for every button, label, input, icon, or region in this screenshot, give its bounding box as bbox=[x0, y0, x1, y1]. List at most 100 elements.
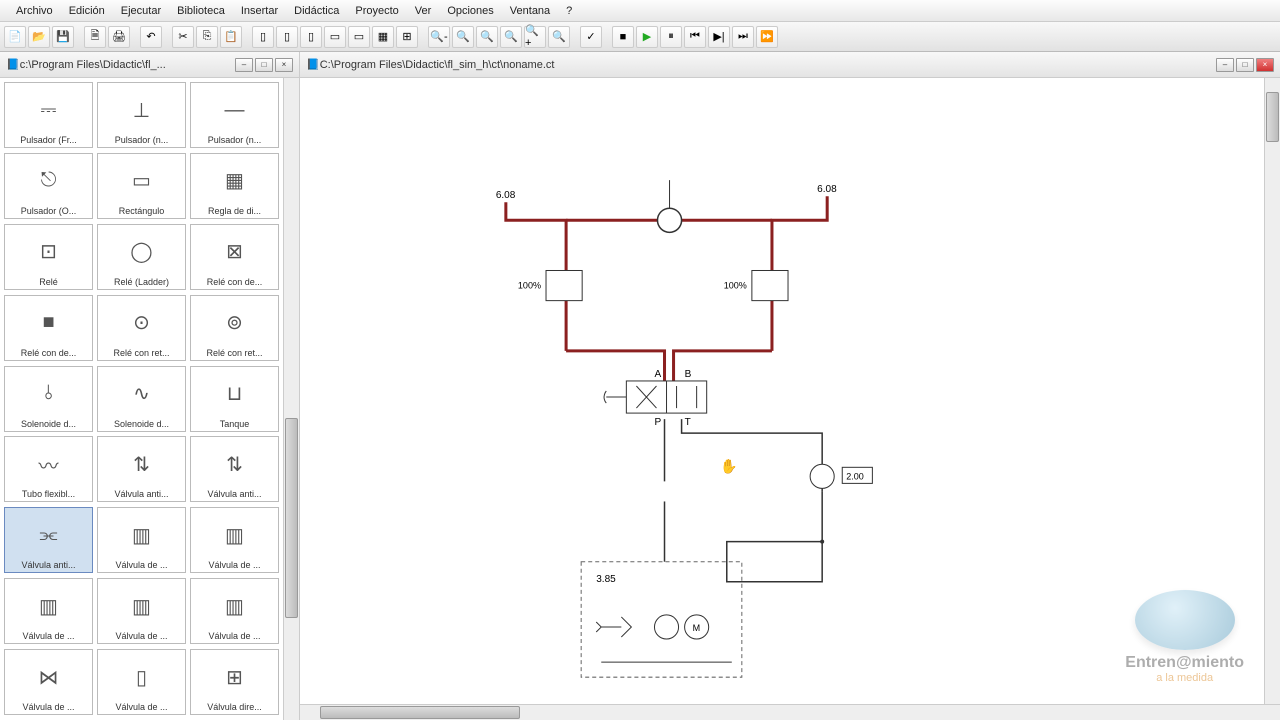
svg-text:P: P bbox=[654, 417, 661, 428]
canvas-title-bar: 📘 C:\Program Files\Didactic\fl_sim_h\ct\… bbox=[300, 52, 1280, 78]
hand-cursor-icon: ✋ bbox=[720, 458, 737, 475]
menu-item[interactable]: ? bbox=[558, 5, 580, 17]
library-item[interactable]: ⊠Relé con de... bbox=[190, 224, 279, 290]
menu-item[interactable]: Edición bbox=[61, 5, 113, 17]
close-icon[interactable]: × bbox=[275, 58, 293, 72]
library-grid: ⎓Pulsador (Fr...⊥Pulsador (n...—Pulsador… bbox=[0, 78, 283, 720]
watermark-logo: Entren@miento a la medida bbox=[1125, 590, 1244, 684]
menu-item[interactable]: Ventana bbox=[502, 5, 558, 17]
min-icon[interactable]: – bbox=[235, 58, 253, 72]
skip-back-icon[interactable]: ⏮ bbox=[684, 26, 706, 48]
library-item[interactable]: ⊞Válvula dire... bbox=[190, 649, 279, 715]
value-flow-left: 100% bbox=[518, 281, 541, 291]
zoom-sel-icon[interactable]: 🔍 bbox=[476, 26, 498, 48]
zoom-out-icon[interactable]: 🔍- bbox=[428, 26, 450, 48]
svg-text:M: M bbox=[693, 623, 701, 633]
library-item[interactable]: ⇅Válvula anti... bbox=[97, 436, 186, 502]
check-icon[interactable]: ✓ bbox=[580, 26, 602, 48]
svg-text:A: A bbox=[654, 369, 661, 380]
zoom-in-icon[interactable]: 🔍+ bbox=[524, 26, 546, 48]
library-item[interactable]: ⇅Válvula anti... bbox=[190, 436, 279, 502]
menu-item[interactable]: Opciones bbox=[439, 5, 501, 17]
align-right-icon[interactable]: ▯ bbox=[300, 26, 322, 48]
library-item[interactable]: ⊚Relé con ret... bbox=[190, 295, 279, 361]
close-icon[interactable]: × bbox=[1256, 58, 1274, 72]
menu-bar: ArchivoEdiciónEjecutarBibliotecaInsertar… bbox=[0, 0, 1280, 22]
cut-icon[interactable]: ✂ bbox=[172, 26, 194, 48]
value-gauge: 2.00 bbox=[846, 471, 864, 481]
menu-item[interactable]: Ejecutar bbox=[113, 5, 169, 17]
menu-item[interactable]: Archivo bbox=[8, 5, 61, 17]
library-item[interactable]: ⊥Pulsador (n... bbox=[97, 82, 186, 148]
library-item[interactable]: 〰Tubo flexibl... bbox=[4, 436, 93, 502]
library-item[interactable]: ▭Rectángulo bbox=[97, 153, 186, 219]
library-item[interactable]: —Pulsador (n... bbox=[190, 82, 279, 148]
library-item[interactable]: ▥Válvula de ... bbox=[4, 578, 93, 644]
library-item[interactable]: ⊡Relé bbox=[4, 224, 93, 290]
menu-item[interactable]: Proyecto bbox=[347, 5, 406, 17]
value-top-right: 6.08 bbox=[817, 184, 837, 195]
logo-text-1: Entren@miento bbox=[1125, 654, 1244, 672]
max-icon[interactable]: □ bbox=[1236, 58, 1254, 72]
menu-item[interactable]: Didáctica bbox=[286, 5, 347, 17]
play-icon[interactable]: ▶ bbox=[636, 26, 658, 48]
zoom-fit-icon[interactable]: 🔍 bbox=[452, 26, 474, 48]
library-item[interactable]: ◯Relé (Ladder) bbox=[97, 224, 186, 290]
print-icon[interactable]: 🖨 bbox=[108, 26, 130, 48]
min-icon[interactable]: – bbox=[1216, 58, 1234, 72]
library-item[interactable]: ⎓Pulsador (Fr... bbox=[4, 82, 93, 148]
step-icon[interactable]: ▶| bbox=[708, 26, 730, 48]
zoom-page-icon[interactable]: 🔍 bbox=[548, 26, 570, 48]
skip-fwd-icon[interactable]: ⏭ bbox=[732, 26, 754, 48]
grid-icon[interactable]: ⊞ bbox=[396, 26, 418, 48]
canvas-scroll-horizontal[interactable] bbox=[300, 704, 1280, 720]
library-item[interactable]: ⊔Tanque bbox=[190, 366, 279, 432]
library-item[interactable]: ⎋Pulsador (O... bbox=[4, 153, 93, 219]
fast-fwd-icon[interactable]: ⏩ bbox=[756, 26, 778, 48]
library-item[interactable]: ▯Válvula de ... bbox=[97, 649, 186, 715]
toolbar: 📄 📂 💾 🗎 🖨 ↶ ✂ ⎘ 📋 ▯ ▯ ▯ ▭ ▭ ▦ ⊞ 🔍- 🔍 🔍 🔍… bbox=[0, 22, 1280, 52]
pause-icon[interactable]: ⏸ bbox=[660, 26, 682, 48]
circuit-svg: 6.08 6.08 100% 100% bbox=[300, 78, 1264, 704]
library-item[interactable]: ⫘Válvula anti... bbox=[4, 507, 93, 573]
copy-icon[interactable]: ⎘ bbox=[196, 26, 218, 48]
library-item[interactable]: ▥Válvula de ... bbox=[97, 507, 186, 573]
scrollbar-thumb[interactable] bbox=[1266, 92, 1279, 142]
library-item[interactable]: ∿Solenoide d... bbox=[97, 366, 186, 432]
max-icon[interactable]: □ bbox=[255, 58, 273, 72]
align-center-icon[interactable]: ▯ bbox=[276, 26, 298, 48]
workspace: 📘 c:\Program Files\Didactic\fl_... – □ ×… bbox=[0, 52, 1280, 720]
library-item[interactable]: ⊙Relé con ret... bbox=[97, 295, 186, 361]
distribute-h-icon[interactable]: ▭ bbox=[324, 26, 346, 48]
distribute-v-icon[interactable]: ▭ bbox=[348, 26, 370, 48]
library-item[interactable]: ▥Válvula de ... bbox=[190, 578, 279, 644]
stop-icon[interactable]: ■ bbox=[612, 26, 634, 48]
scrollbar-thumb[interactable] bbox=[285, 418, 298, 618]
library-item[interactable]: ■Relé con de... bbox=[4, 295, 93, 361]
paste-icon[interactable]: 📋 bbox=[220, 26, 242, 48]
menu-item[interactable]: Insertar bbox=[233, 5, 286, 17]
circuit-canvas[interactable]: 6.08 6.08 100% 100% bbox=[300, 78, 1264, 704]
undo-icon[interactable]: ↶ bbox=[140, 26, 162, 48]
library-item[interactable]: ▥Válvula de ... bbox=[97, 578, 186, 644]
library-item[interactable]: ⫰Solenoide d... bbox=[4, 366, 93, 432]
library-item[interactable]: ▥Válvula de ... bbox=[190, 507, 279, 573]
library-path: c:\Program Files\Didactic\fl_... bbox=[20, 59, 166, 71]
menu-item[interactable]: Ver bbox=[407, 5, 440, 17]
value-flow-right: 100% bbox=[724, 281, 747, 291]
logo-text-2: a la medida bbox=[1125, 672, 1244, 684]
group-icon[interactable]: ▦ bbox=[372, 26, 394, 48]
library-item[interactable]: ▦Regla de di... bbox=[190, 153, 279, 219]
zoom-100-icon[interactable]: 🔍 bbox=[500, 26, 522, 48]
svg-text:B: B bbox=[685, 369, 692, 380]
scrollbar-thumb[interactable] bbox=[320, 706, 520, 719]
align-left-icon[interactable]: ▯ bbox=[252, 26, 274, 48]
library-scrollbar[interactable] bbox=[283, 78, 299, 720]
save-icon[interactable]: 💾 bbox=[52, 26, 74, 48]
new-icon[interactable]: 📄 bbox=[4, 26, 26, 48]
open-icon[interactable]: 📂 bbox=[28, 26, 50, 48]
library-item[interactable]: ⋈Válvula de ... bbox=[4, 649, 93, 715]
canvas-scroll-vertical[interactable] bbox=[1264, 78, 1280, 704]
print-preview-icon[interactable]: 🗎 bbox=[84, 26, 106, 48]
menu-item[interactable]: Biblioteca bbox=[169, 5, 233, 17]
